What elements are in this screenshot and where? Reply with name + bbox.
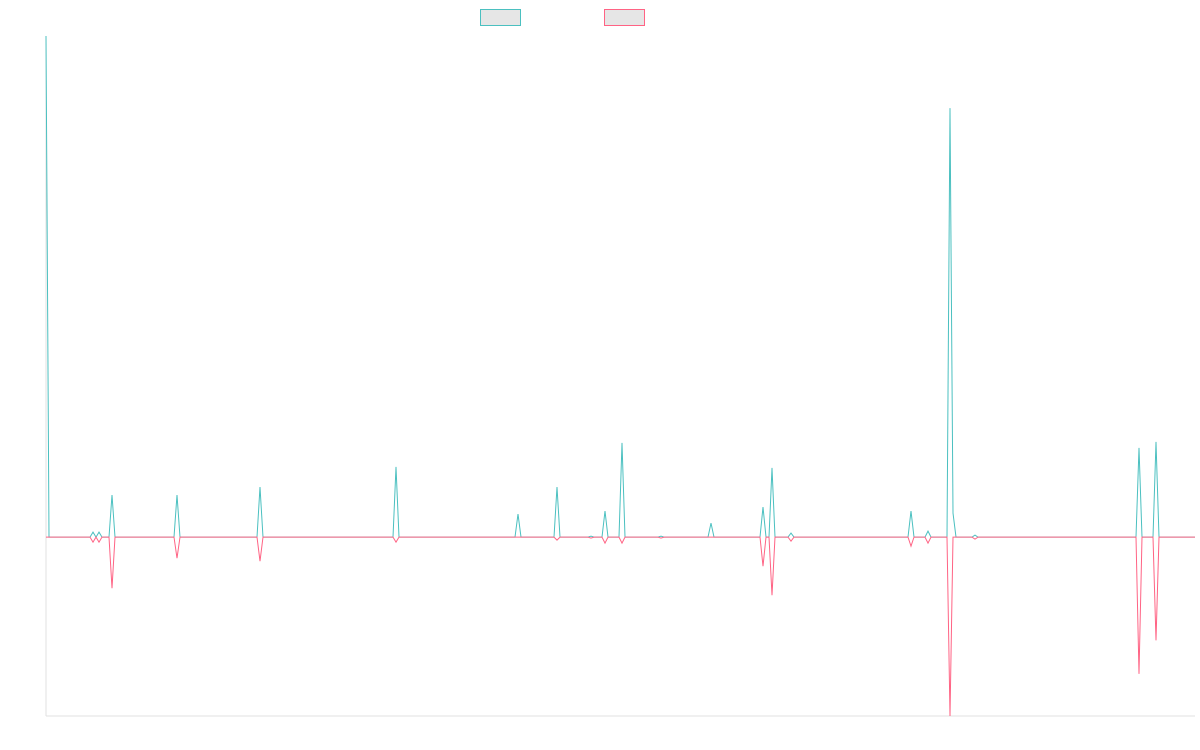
legend-swatch[interactable] [480, 9, 521, 26]
series-line [45, 35, 1195, 539]
legend-swatch[interactable] [604, 9, 645, 26]
series-line [46, 536, 1195, 717]
